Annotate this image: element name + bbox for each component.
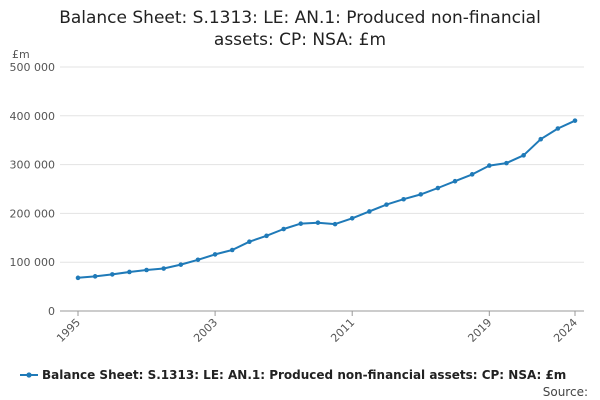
y-tick-label-4: 400 000 [10, 110, 56, 123]
x-axis: 1995 2003 2011 2019 2024 [54, 310, 584, 345]
data-point-2019 [487, 163, 492, 168]
data-point-2003 [212, 252, 218, 257]
x-tick-label-0: 1995 [54, 316, 83, 345]
y-axis-unit-label: £m [12, 48, 30, 61]
data-point-2022 [538, 136, 544, 142]
gridlines [60, 66, 584, 263]
data-point-2013 [384, 202, 389, 207]
x-tick-label-2: 2011 [328, 316, 357, 345]
x-tick-label-4: 2024 [551, 316, 580, 345]
data-point-2000 [161, 266, 166, 271]
chart-title-line-1: Balance Sheet: S.1313: LE: AN.1: Produce… [59, 8, 541, 28]
data-point-2002 [195, 257, 201, 263]
data-point-2006 [264, 233, 269, 239]
data-point-2008 [298, 221, 304, 226]
data-point-2021 [521, 153, 526, 158]
data-point-2012 [367, 209, 372, 214]
data-point-2017 [452, 178, 458, 184]
data-point-2010 [332, 221, 338, 227]
data-point-2011 [349, 215, 355, 221]
data-point-1995 [75, 275, 81, 281]
data-point-2001 [178, 262, 184, 267]
source-label: Source: [543, 385, 588, 399]
legend-entry-label: Balance Sheet: S.1313: LE: AN.1: Produce… [42, 368, 566, 382]
chart-title-line-2: assets: CP: NSA: £m [214, 30, 386, 50]
data-point-1997 [109, 272, 115, 277]
series-line-0 [77, 119, 576, 279]
x-tick-label-1: 2003 [191, 316, 220, 345]
data-point-2014 [401, 196, 406, 202]
data-point-2018 [469, 172, 475, 177]
y-tick-label-0: 0 [48, 305, 55, 318]
y-axis-tick-labels: 0 100 000 200 000 300 000 400 000 500 000 [10, 61, 56, 318]
data-point-2009 [315, 220, 321, 225]
y-tick-label-1: 100 000 [10, 256, 56, 269]
data-point-1996 [92, 274, 98, 279]
legend-swatch-marker [26, 372, 32, 378]
data-point-1999 [144, 267, 149, 273]
data-point-2023 [555, 126, 561, 131]
data-point-1998 [127, 269, 132, 275]
data-point-2005 [247, 239, 252, 245]
y-tick-label-5: 500 000 [10, 61, 56, 74]
data-point-2015 [418, 192, 424, 197]
data-point-2020 [504, 160, 509, 166]
data-point-2024 [572, 118, 578, 123]
series-layer [75, 118, 578, 281]
y-tick-label-2: 200 000 [10, 207, 56, 220]
y-tick-label-3: 300 000 [10, 159, 56, 172]
data-point-2007 [281, 226, 286, 232]
x-tick-label-3: 2019 [465, 316, 494, 345]
legend: Balance Sheet: S.1313: LE: AN.1: Produce… [20, 368, 566, 382]
data-point-2016 [435, 185, 441, 191]
data-point-2004 [229, 247, 235, 253]
